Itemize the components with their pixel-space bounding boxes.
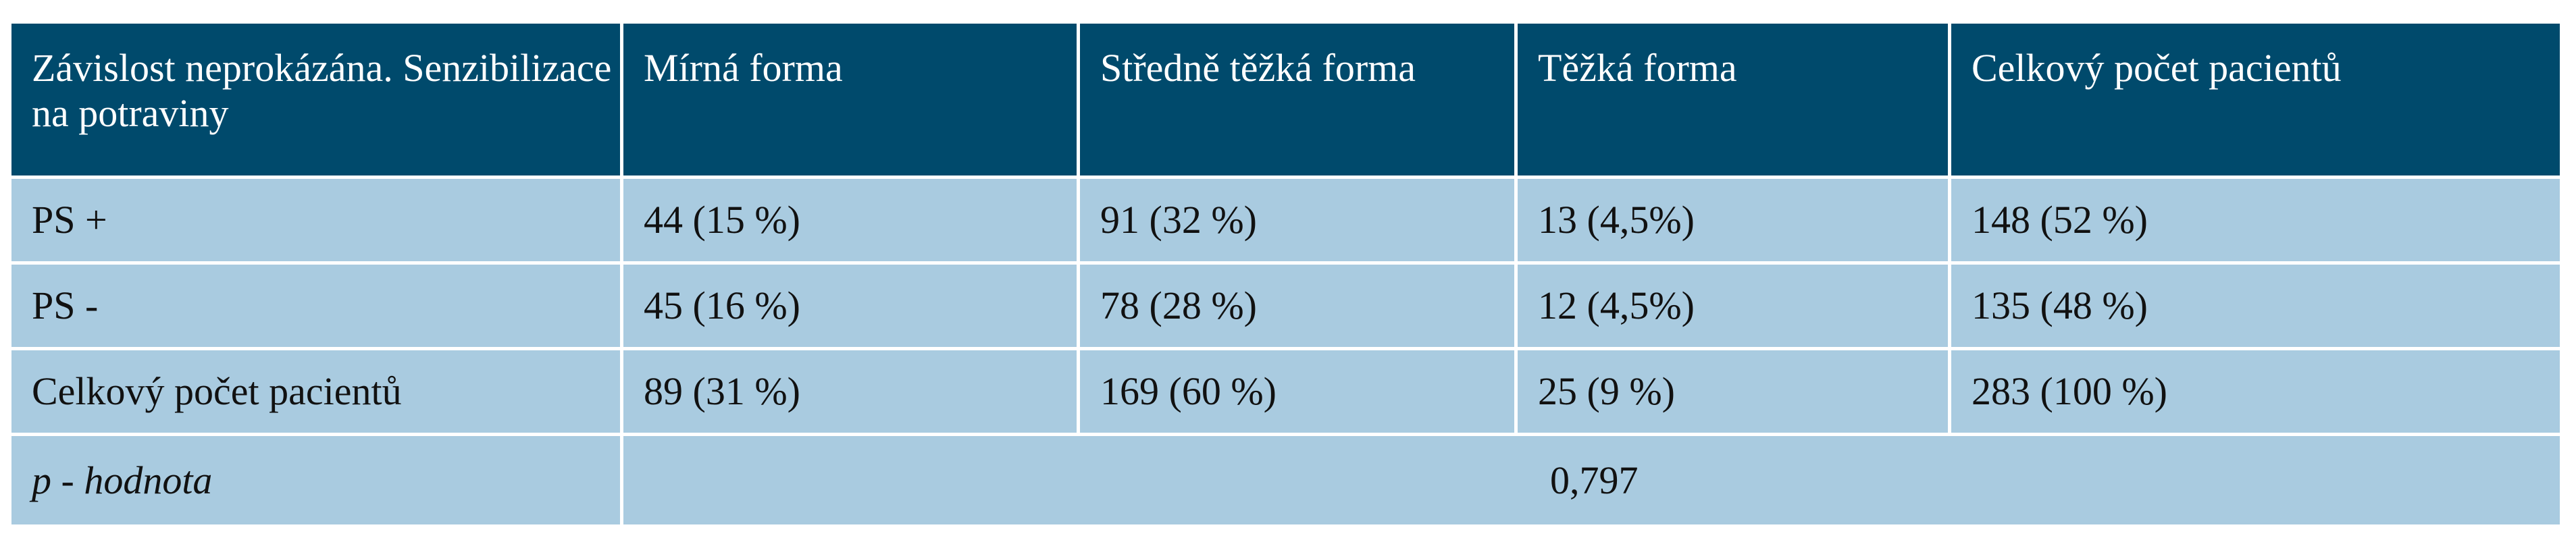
row-label-cell: Celkový počet pacientů [8, 347, 623, 436]
header-cell: Těžká forma [1514, 20, 1951, 179]
table-cell: 148 (52 %) [1948, 176, 2563, 265]
table-cell: 89 (31 %) [620, 347, 1080, 436]
header-cell: Mírná forma [620, 20, 1080, 179]
header-row: Závislost neprokázána. Senzibilizace na … [8, 20, 2563, 179]
table-cell: 44 (15 %) [620, 176, 1080, 265]
table-header: Závislost neprokázána. Senzibilizace na … [8, 20, 2563, 179]
table-cell: 45 (16 %) [620, 261, 1080, 350]
pvalue-label: p - hodnota [8, 433, 623, 528]
table-cell: 169 (60 %) [1077, 347, 1518, 436]
table-row: PS - 45 (16 %) 78 (28 %) 12 (4,5%) 135 (… [8, 261, 2563, 350]
row-label-cell: PS + [8, 176, 623, 265]
table-cell: 135 (48 %) [1948, 261, 2563, 350]
table-cell: 13 (4,5%) [1514, 176, 1951, 265]
header-cell: Závislost neprokázána. Senzibilizace na … [8, 20, 623, 179]
table-cell: 91 (32 %) [1077, 176, 1518, 265]
results-table: Závislost neprokázána. Senzibilizace na … [8, 20, 2563, 528]
table-row: PS + 44 (15 %) 91 (32 %) 13 (4,5%) 148 (… [8, 176, 2563, 265]
table-cell: 78 (28 %) [1077, 261, 1518, 350]
table-cell: 283 (100 %) [1948, 347, 2563, 436]
header-cell: Celkový počet pacientů [1948, 20, 2563, 179]
table-body: PS + 44 (15 %) 91 (32 %) 13 (4,5%) 148 (… [8, 176, 2563, 528]
table-cell: 12 (4,5%) [1514, 261, 1951, 350]
pvalue-cell: 0,797 [620, 433, 2563, 528]
pvalue-row: p - hodnota 0,797 [8, 433, 2563, 528]
pvalue-value: 0,797 [1550, 458, 1639, 502]
header-cell: Středně těžká forma [1077, 20, 1518, 179]
table-cell: 25 (9 %) [1514, 347, 1951, 436]
row-label-cell: PS - [8, 261, 623, 350]
table-row: Celkový počet pacientů 89 (31 %) 169 (60… [8, 347, 2563, 436]
